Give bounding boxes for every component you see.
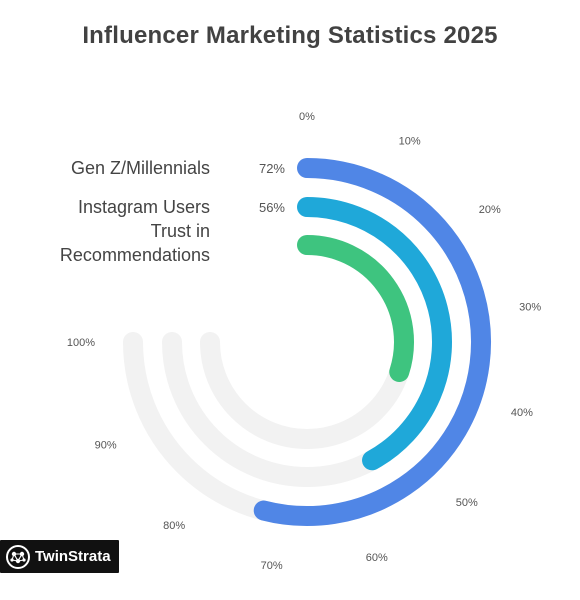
series-value-label: 56% [259,200,285,215]
series-value-label: 72% [259,161,285,176]
chart-title: Influencer Marketing Statistics 2025 [82,22,498,49]
bar-arc [253,158,492,526]
tick-label: 20% [479,204,501,216]
series-name-label: Gen Z/Millennials [71,158,210,178]
chart-bars [253,158,492,526]
tick-label: 10% [399,136,421,148]
tick-label: 100% [67,337,95,349]
tick-label: 80% [163,520,185,532]
tick-label: 30% [519,302,541,314]
bar-arc [297,235,414,382]
bar-arc [297,197,452,471]
tick-label: 40% [511,407,533,419]
series-name-label: Instagram Users Trust in Recommendations [60,197,210,265]
brand-name: TwinStrata [35,548,111,565]
tick-label: 60% [366,552,388,564]
network-logo-icon [6,544,30,569]
tick-label: 90% [95,440,117,452]
tick-label: 70% [261,560,283,572]
brand-badge: TwinStrata [0,540,119,573]
chart-ticks: 0% 10% 20% 30% 40% 50% 60% 70% 80% 90% 100% [67,111,541,572]
tick-label: 0% [299,111,315,123]
chart-labels: Gen Z/Millennials 72% Instagram Users Trust… [60,158,286,265]
tick-label: 50% [456,497,478,509]
